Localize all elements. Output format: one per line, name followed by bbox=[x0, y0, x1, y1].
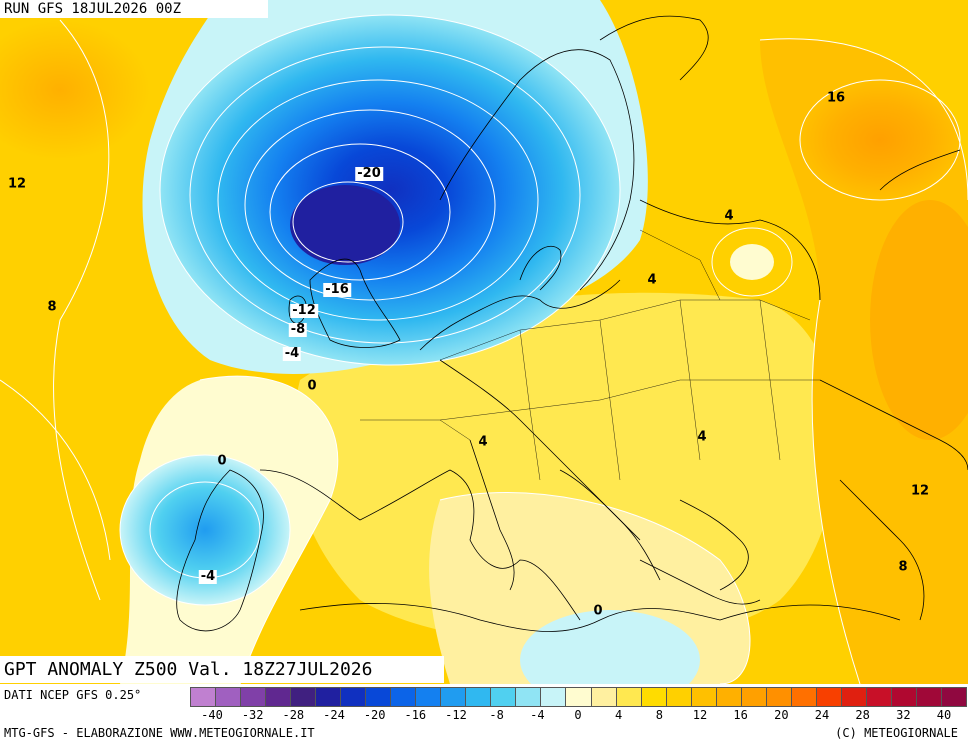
color-scale-tick-label: 28 bbox=[855, 708, 870, 722]
color-scale-swatch bbox=[690, 687, 717, 707]
color-scale-tick-label: -20 bbox=[363, 708, 386, 722]
color-scale-swatch bbox=[490, 687, 517, 707]
color-scale-tick-label: 0 bbox=[574, 708, 582, 722]
color-scale-tick-label: 4 bbox=[615, 708, 623, 722]
color-scale-swatch bbox=[240, 687, 267, 707]
borders bbox=[360, 229, 820, 481]
field-trough-core bbox=[160, 15, 620, 365]
contour-label: 16 bbox=[826, 90, 846, 106]
color-scale-swatch bbox=[190, 687, 217, 707]
color-scale-swatch bbox=[265, 687, 292, 707]
contour-label: 0 bbox=[217, 453, 227, 469]
color-scale-tick-label: 24 bbox=[814, 708, 830, 722]
color-scale-tick-label: 20 bbox=[774, 708, 789, 722]
contour-label: -20 bbox=[355, 166, 383, 181]
color-scale-swatch bbox=[840, 687, 867, 707]
color-scale-swatch bbox=[640, 687, 667, 707]
color-scale-tick-label: -28 bbox=[282, 708, 305, 722]
color-scale-swatch bbox=[590, 687, 617, 707]
color-scale-swatch bbox=[790, 687, 817, 707]
color-scale-swatch bbox=[340, 687, 367, 707]
contour-label: -8 bbox=[288, 322, 308, 337]
run-label: RUN GFS 18JUL2026 00Z bbox=[0, 0, 268, 18]
color-scale-swatch bbox=[615, 687, 642, 707]
contour-label: 12 bbox=[910, 483, 930, 499]
color-scale-swatch bbox=[440, 687, 467, 707]
color-scale-swatch bbox=[665, 687, 692, 707]
color-scale-swatch bbox=[390, 687, 417, 707]
anomaly-map bbox=[0, 0, 968, 684]
copyright-text: (C) METEOGIORNALE bbox=[835, 726, 958, 740]
contour-label: 0 bbox=[593, 603, 603, 619]
isolines bbox=[0, 14, 968, 684]
data-source: DATI NCEP GFS 0.25° bbox=[4, 688, 142, 702]
color-scale-swatch bbox=[740, 687, 767, 707]
field-west-max bbox=[0, 20, 150, 160]
color-scale-tick-label: -12 bbox=[445, 708, 467, 722]
color-scale-swatch bbox=[290, 687, 317, 707]
contour-label: 0 bbox=[307, 378, 317, 394]
field-iberia-low bbox=[120, 455, 290, 605]
color-scale-swatch bbox=[865, 687, 892, 707]
color-scale-swatch bbox=[915, 687, 942, 707]
contour-label: 4 bbox=[724, 208, 734, 224]
contour-label: -4 bbox=[198, 569, 218, 584]
footer: DATI NCEP GFS 0.25° -40 -32 -28 -24 -20 -16 -1… bbox=[0, 684, 968, 745]
contour-label: 8 bbox=[898, 559, 908, 575]
color-scale bbox=[190, 687, 967, 707]
contour-label: -16 bbox=[323, 282, 351, 297]
color-scale-tick-label: -8 bbox=[489, 708, 504, 722]
color-scale-swatch bbox=[365, 687, 392, 707]
color-scale-swatch bbox=[540, 687, 567, 707]
color-scale-tick-label: -40 bbox=[201, 708, 223, 722]
color-scale-swatch bbox=[815, 687, 842, 707]
contour-label: -12 bbox=[290, 303, 318, 318]
field-east-edge bbox=[870, 200, 968, 440]
field-east-ridge bbox=[760, 38, 968, 684]
field-zero-poland bbox=[730, 244, 774, 280]
field-east-max bbox=[800, 80, 960, 200]
credit-text: MTG-GFS - ELABORAZIONE WWW.METEOGIORNALE… bbox=[4, 726, 315, 740]
color-scale-tick-label: 40 bbox=[936, 708, 952, 722]
contour-label: 4 bbox=[647, 272, 657, 288]
color-scale-swatch bbox=[315, 687, 342, 707]
coastlines bbox=[176, 15, 968, 632]
color-scale-swatch bbox=[465, 687, 492, 707]
color-scale-tick-label: 16 bbox=[733, 708, 748, 722]
contour-label: 4 bbox=[478, 434, 488, 450]
color-scale-swatch bbox=[715, 687, 742, 707]
color-scale-swatch bbox=[515, 687, 542, 707]
color-scale-swatch bbox=[890, 687, 917, 707]
color-scale-swatch bbox=[765, 687, 792, 707]
color-scale-swatch bbox=[215, 687, 242, 707]
field-zero-africa bbox=[520, 610, 700, 684]
color-scale-tick-label: 12 bbox=[692, 708, 708, 722]
color-scale-tick-label: -24 bbox=[323, 708, 345, 722]
color-scale-swatch bbox=[940, 687, 967, 707]
color-scale-tick-label: 32 bbox=[896, 708, 911, 722]
color-scale-tick-label: -32 bbox=[241, 708, 264, 722]
color-scale-swatch bbox=[565, 687, 592, 707]
map-title: GPT ANOMALY Z500 Val. 18Z27JUL2026 bbox=[0, 656, 444, 683]
color-scale-swatch bbox=[415, 687, 442, 707]
color-scale-tick-label: -16 bbox=[404, 708, 427, 722]
contour-label: 12 bbox=[7, 176, 27, 192]
contour-label: 4 bbox=[697, 429, 707, 445]
field-trough-min bbox=[290, 185, 400, 265]
color-scale-tick-label: -4 bbox=[530, 708, 545, 722]
contour-label: -4 bbox=[282, 346, 302, 361]
color-scale-tick-label: 8 bbox=[655, 708, 663, 722]
contour-label: 8 bbox=[47, 299, 57, 315]
